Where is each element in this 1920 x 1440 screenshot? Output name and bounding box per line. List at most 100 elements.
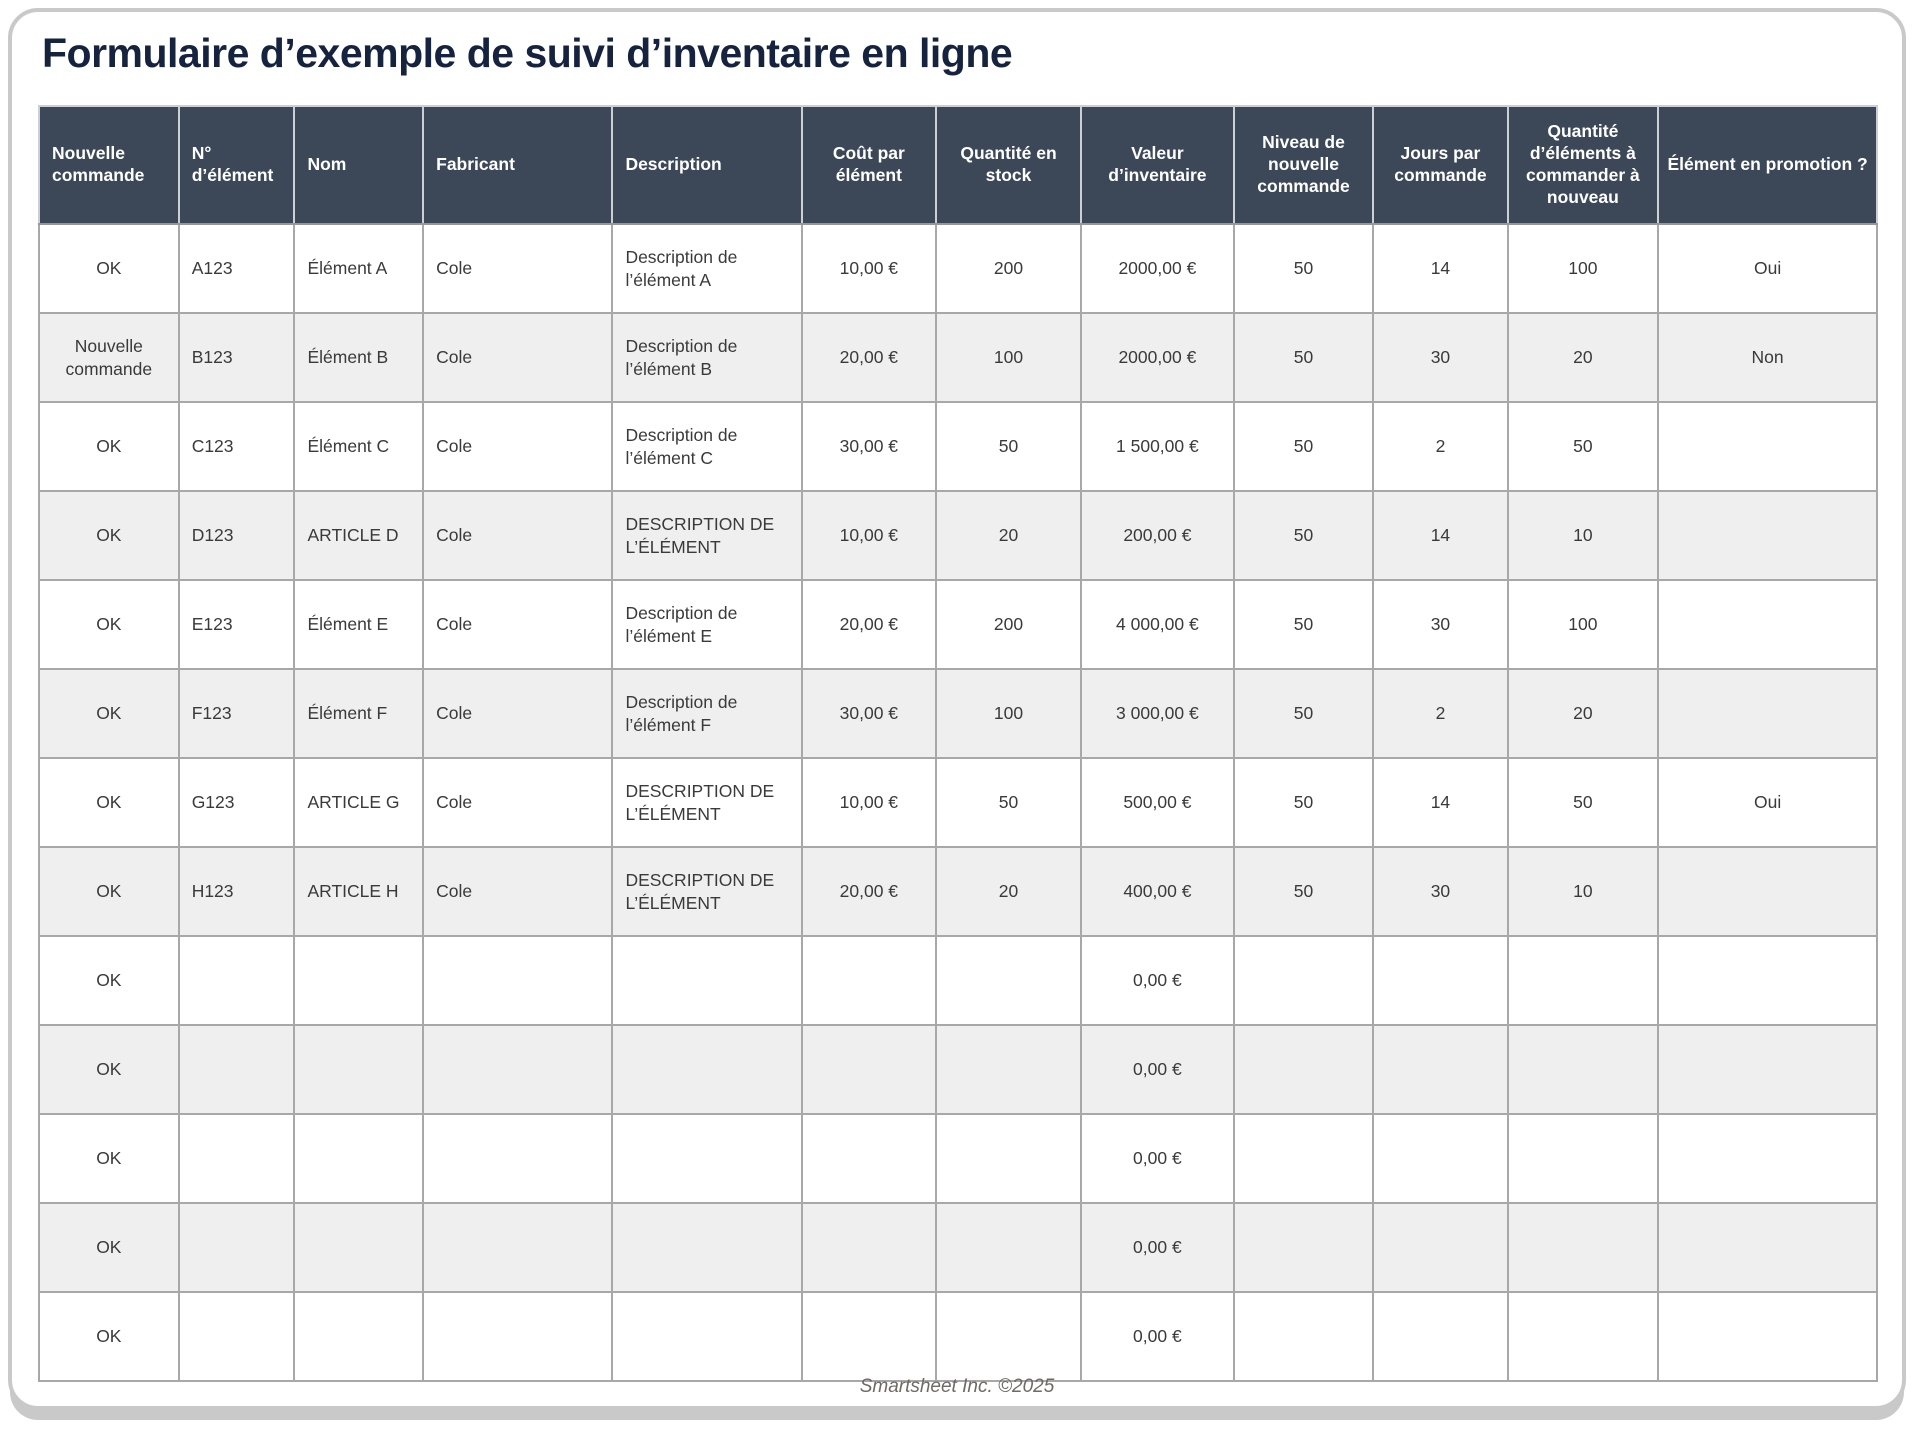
table-cell [422, 1113, 614, 1204]
table-cell: OK [38, 490, 180, 581]
table-cell: OK [38, 935, 180, 1026]
table-cell: 20 [1506, 668, 1660, 759]
table-cell: Cole [422, 223, 614, 314]
table-cell: 3 000,00 € [1080, 668, 1235, 759]
table-cell [1372, 1291, 1509, 1382]
table-cell: 20 [934, 490, 1083, 581]
table-cell: 10,00 € [800, 223, 937, 314]
table-cell [1657, 1113, 1878, 1204]
table-cell: OK [38, 668, 180, 759]
table-cell [611, 1291, 803, 1382]
table-cell: 200 [934, 223, 1083, 314]
table-cell: F123 [177, 668, 296, 759]
column-header: Description [611, 105, 803, 225]
table-cell [1506, 935, 1660, 1026]
table-cell [177, 1113, 296, 1204]
table-cell [800, 1202, 937, 1293]
table-cell: 400,00 € [1080, 846, 1235, 937]
table-cell: D123 [177, 490, 296, 581]
table-cell [293, 1291, 425, 1382]
table-row: OK 0,00 € [38, 1024, 1878, 1115]
table-cell: Élément E [293, 579, 425, 670]
table-row: OK H123 ARTICLE H Cole DESCRIPTION DE L’ÉLÉM… [38, 846, 1878, 937]
table-cell: Oui [1657, 223, 1878, 314]
table-cell [1232, 1024, 1375, 1115]
table-cell: Cole [422, 490, 614, 581]
table-cell [934, 935, 1083, 1026]
table-cell: A123 [177, 223, 296, 314]
table-cell: Cole [422, 668, 614, 759]
table-row: OK G123 ARTICLE G Cole DESCRIPTION DE L’ÉLÉM… [38, 757, 1878, 848]
table-cell: OK [38, 846, 180, 937]
table-cell: 30 [1372, 846, 1509, 937]
table-cell: OK [38, 223, 180, 314]
table-cell: 200,00 € [1080, 490, 1235, 581]
table-cell: E123 [177, 579, 296, 670]
table-cell: 100 [1506, 223, 1660, 314]
table-cell [1372, 935, 1509, 1026]
table-cell: 50 [1232, 312, 1375, 403]
table-cell: OK [38, 1291, 180, 1382]
table-cell: 50 [934, 401, 1083, 492]
table-cell: OK [38, 1202, 180, 1293]
table-cell: 14 [1372, 490, 1509, 581]
table-cell: 30 [1372, 312, 1509, 403]
table-cell [800, 1291, 937, 1382]
table-header-row: Nouvelle commande N° d’élément Nom Fabrican… [38, 105, 1878, 225]
table-cell [293, 935, 425, 1026]
table-cell [1506, 1291, 1660, 1382]
table-cell [422, 1202, 614, 1293]
table-cell [1232, 1202, 1375, 1293]
table-cell: 20 [1506, 312, 1660, 403]
table-cell [293, 1202, 425, 1293]
table-cell: 2 [1372, 668, 1509, 759]
column-header: Valeur d’inventaire [1080, 105, 1235, 225]
table-cell [293, 1024, 425, 1115]
table-cell [1372, 1113, 1509, 1204]
table-cell [177, 935, 296, 1026]
table-cell: 50 [934, 757, 1083, 848]
table-cell: DESCRIPTION DE L’ÉLÉMENT [611, 846, 803, 937]
table-cell [1657, 1024, 1878, 1115]
column-header: Nouvelle commande [38, 105, 180, 225]
table-cell [934, 1113, 1083, 1204]
table-cell: 50 [1232, 490, 1375, 581]
table-cell: 4 000,00 € [1080, 579, 1235, 670]
table-cell: H123 [177, 846, 296, 937]
column-header: Jours par commande [1372, 105, 1509, 225]
table-cell: 10 [1506, 846, 1660, 937]
table-cell [1372, 1202, 1509, 1293]
table-cell: Description de l’élément A [611, 223, 803, 314]
column-header: Quantité en stock [934, 105, 1083, 225]
table-cell [611, 1113, 803, 1204]
table-cell: 50 [1506, 401, 1660, 492]
table-cell: Élément F [293, 668, 425, 759]
table-row: Nouvelle commande B123 Élément B Cole Descri… [38, 312, 1878, 403]
table-cell: DESCRIPTION DE L’ÉLÉMENT [611, 757, 803, 848]
table-cell: Description de l’élément B [611, 312, 803, 403]
table-cell: 50 [1232, 846, 1375, 937]
table-cell: 20 [934, 846, 1083, 937]
table-cell: 2000,00 € [1080, 223, 1235, 314]
table-cell [800, 935, 937, 1026]
table-cell [177, 1202, 296, 1293]
table-row: OK 0,00 € [38, 935, 1878, 1026]
table-cell: 2 [1372, 401, 1509, 492]
table-cell: Oui [1657, 757, 1878, 848]
table-cell: Description de l’élément E [611, 579, 803, 670]
table-cell: 100 [1506, 579, 1660, 670]
table-cell: 10,00 € [800, 757, 937, 848]
table-cell: Élément B [293, 312, 425, 403]
table-cell [1657, 668, 1878, 759]
table-cell [1232, 1113, 1375, 1204]
table-cell [611, 1024, 803, 1115]
table-cell: 0,00 € [1080, 1024, 1235, 1115]
table-cell: OK [38, 401, 180, 492]
table-cell: ARTICLE H [293, 846, 425, 937]
table-cell: DESCRIPTION DE L’ÉLÉMENT [611, 490, 803, 581]
table-row: OK E123 Élément E Cole Description de l’élém… [38, 579, 1878, 670]
page-title: Formulaire d’exemple de suivi d’inventai… [42, 30, 1013, 76]
table-header-row-group: Nouvelle commande N° d’élément Nom Fabrican… [38, 105, 1878, 225]
table-cell [1506, 1113, 1660, 1204]
table-row: OK 0,00 € [38, 1202, 1878, 1293]
